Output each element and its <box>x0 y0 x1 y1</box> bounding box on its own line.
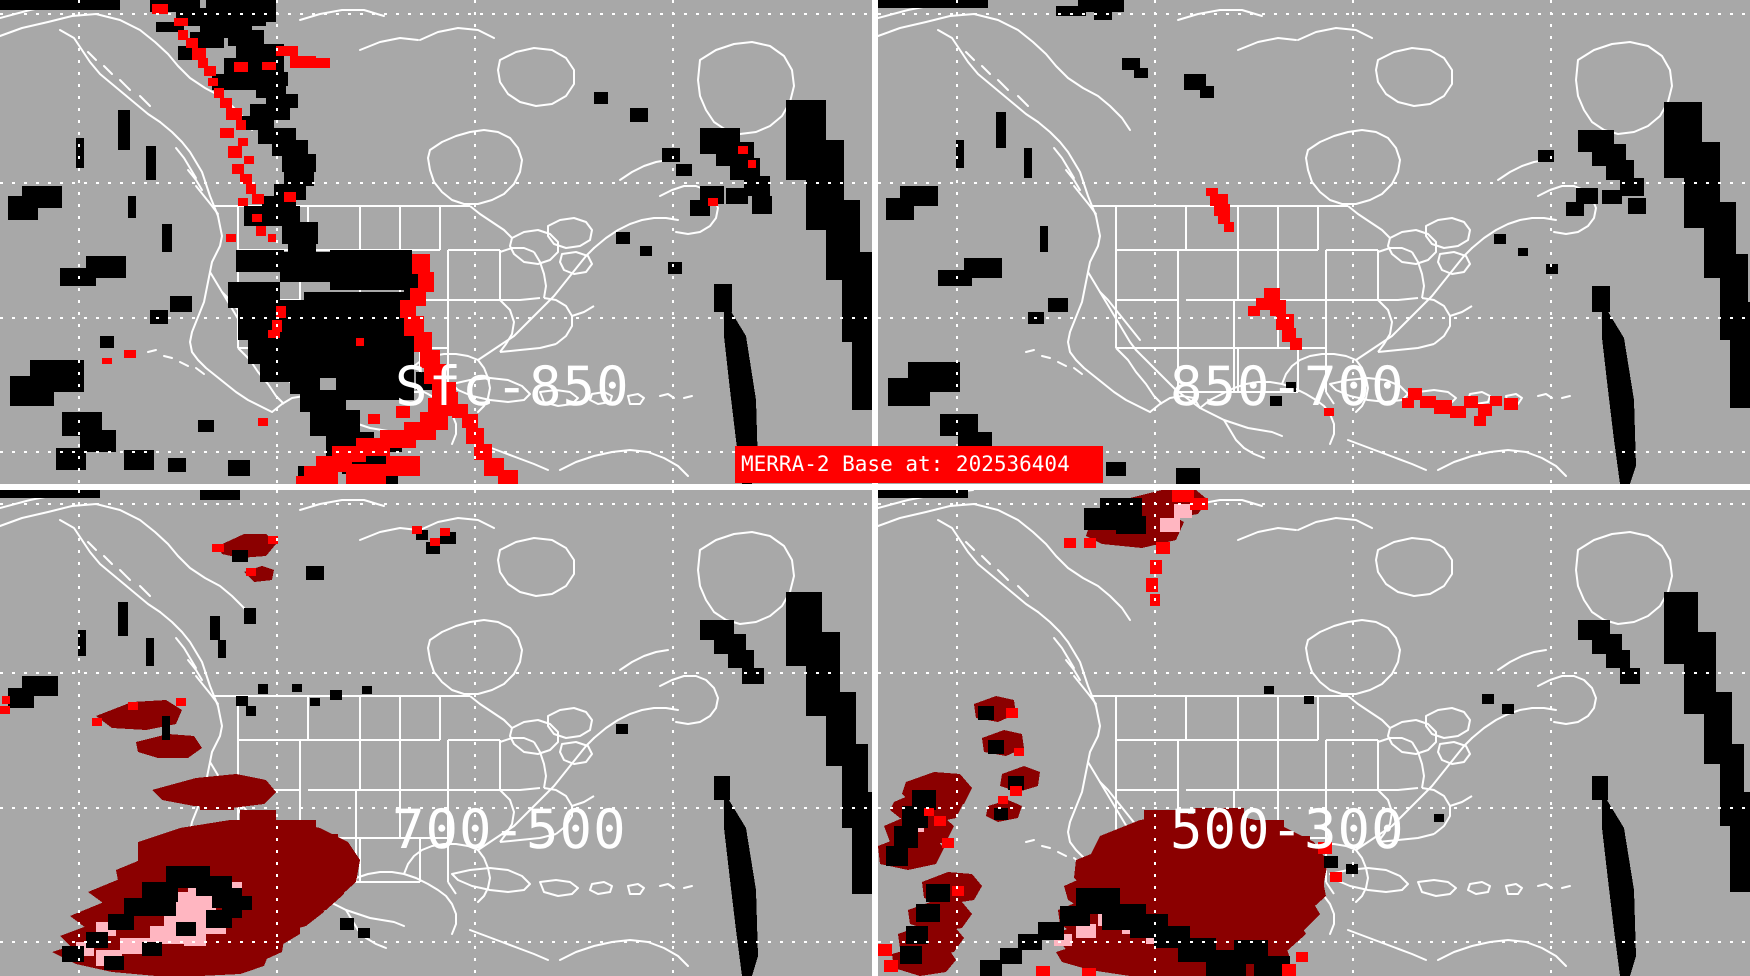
title-banner: MERRA-2 Base at: 202536404 <box>735 446 1103 483</box>
panel-500-300-map <box>878 490 1750 976</box>
panel-700-500[interactable]: 700-500 <box>0 490 872 976</box>
data-level-red <box>878 490 1342 976</box>
panel-sfc-850-map <box>0 0 872 484</box>
data-level-red <box>1206 188 1518 426</box>
panel-label-500-300: 500-300 <box>1170 798 1405 861</box>
panel-label-850-700: 850-700 <box>1170 355 1405 418</box>
data-level-red <box>102 4 756 484</box>
panel-850-700-map <box>878 0 1750 484</box>
panel-500-300[interactable]: 500-300 <box>878 490 1750 976</box>
horizontal-panel-divider <box>0 484 1750 490</box>
lat-lon-gridlines <box>0 0 872 484</box>
panel-sfc-850[interactable]: Sfc-850 <box>0 0 872 484</box>
panel-label-700-500: 700-500 <box>392 798 627 861</box>
panel-label-sfc-850: Sfc-850 <box>395 355 630 418</box>
lat-lon-gridlines <box>878 490 1750 976</box>
panel-850-700[interactable]: 850-700 <box>878 0 1750 484</box>
data-level-black <box>0 490 872 976</box>
lat-lon-gridlines <box>0 490 872 976</box>
state-borders <box>1115 206 1473 405</box>
panel-700-500-map <box>0 490 872 976</box>
data-level-red <box>0 526 450 726</box>
